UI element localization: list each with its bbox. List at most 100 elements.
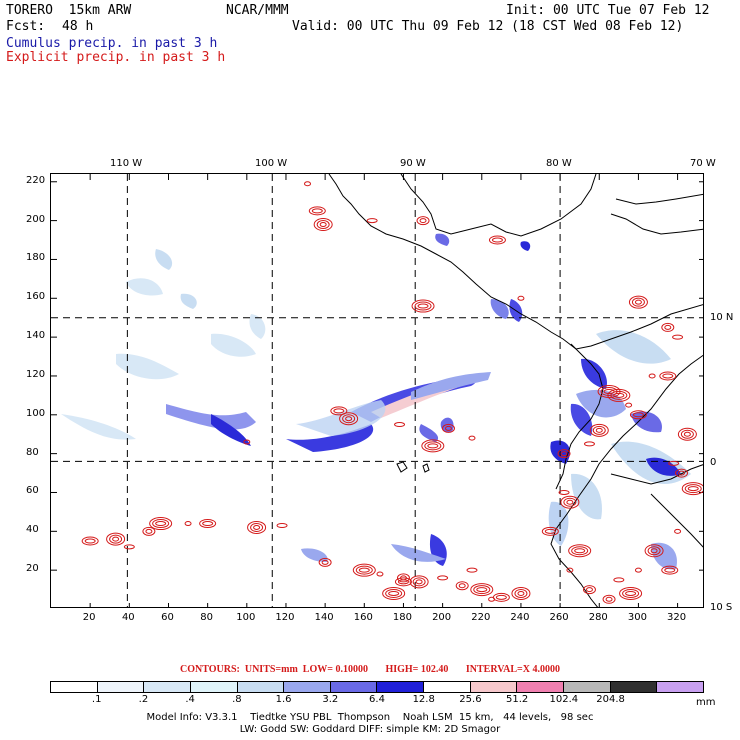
precip-contour bbox=[333, 408, 345, 414]
precip-contour bbox=[650, 548, 658, 554]
y-tick-label: 200 bbox=[26, 213, 46, 225]
precip-contour bbox=[321, 559, 329, 565]
x-tick-label: 140 bbox=[314, 612, 334, 623]
precip-contour bbox=[619, 586, 643, 600]
precip-contour bbox=[544, 528, 556, 534]
precip-contour bbox=[358, 567, 370, 573]
precip-contour bbox=[476, 587, 488, 593]
precip-contour bbox=[558, 489, 570, 495]
precip-contour bbox=[441, 423, 455, 433]
cumulus-precip-label: Cumulus precip. in past 3 h bbox=[6, 36, 218, 51]
precip-contour bbox=[112, 536, 120, 542]
precip-contour bbox=[622, 588, 640, 598]
lon-label-80w: 80 W bbox=[546, 158, 572, 169]
precip-contour bbox=[678, 470, 686, 476]
x-tick-label: 280 bbox=[588, 612, 608, 623]
lat-label-10s: 10 S bbox=[710, 602, 733, 613]
explicit-precip-label: Explicit precip. in past 3 h bbox=[6, 50, 226, 65]
precip-contour bbox=[517, 590, 525, 596]
y-tick-label: 140 bbox=[26, 330, 46, 342]
precip-contour bbox=[318, 557, 332, 567]
colorbar-swatch bbox=[330, 682, 378, 692]
precip-contour bbox=[355, 565, 373, 575]
precip-contour bbox=[399, 575, 407, 581]
precip-contour bbox=[571, 546, 589, 556]
precip-contour bbox=[605, 596, 613, 602]
colorbar-swatch bbox=[424, 682, 471, 692]
contour-interval: INTERVAL=X 4.0000 bbox=[465, 664, 560, 675]
colorbar-label: 102.4 bbox=[549, 694, 579, 705]
colorbar-label: 1.6 bbox=[275, 694, 292, 705]
colorbar-swatch bbox=[517, 682, 565, 692]
precip-contour bbox=[574, 548, 586, 554]
precip-contour bbox=[382, 586, 406, 600]
lon-label-70w: 70 W bbox=[690, 158, 716, 169]
precip-contour bbox=[330, 406, 348, 416]
precip-contour bbox=[444, 425, 452, 431]
precip-contour bbox=[421, 439, 445, 453]
precip-contour bbox=[470, 583, 494, 597]
precip-contour bbox=[659, 371, 677, 381]
precip-contour bbox=[634, 567, 642, 573]
forecast-hours: 48 h bbox=[62, 19, 94, 34]
x-tick-label: 200 bbox=[432, 612, 452, 623]
precip-contour bbox=[243, 439, 251, 445]
y-tick-label: 120 bbox=[26, 368, 46, 380]
colorbar-swatch bbox=[97, 682, 145, 692]
valid-time: Valid: 00 UTC Thu 09 Feb 12 (18 CST Wed … bbox=[292, 19, 684, 34]
precip-contour bbox=[592, 425, 606, 435]
colorbar-label: 51.2 bbox=[506, 694, 529, 705]
y-tick-label: 20 bbox=[26, 563, 39, 575]
colorbar-swatch bbox=[237, 682, 285, 692]
precip-colorbar bbox=[50, 681, 704, 693]
precip-contour bbox=[648, 373, 656, 379]
contour-label: CONTOURS: bbox=[180, 664, 240, 675]
precip-contour bbox=[145, 528, 153, 534]
precip-contour bbox=[149, 517, 173, 531]
y-tick-label: 160 bbox=[26, 291, 46, 303]
x-tick-label: 100 bbox=[236, 612, 256, 623]
map-svg bbox=[51, 174, 703, 607]
precip-contour bbox=[647, 546, 661, 556]
precip-contour bbox=[603, 389, 615, 394]
precip-contour bbox=[613, 577, 625, 583]
precip-contour bbox=[664, 567, 676, 573]
precip-contour bbox=[488, 235, 506, 245]
colorbar-swatch bbox=[190, 682, 238, 692]
colorbar-label: .8 bbox=[232, 694, 242, 705]
precip-contour bbox=[684, 484, 702, 494]
cumulus-precip-field bbox=[61, 233, 691, 570]
x-tick-label: 40 bbox=[121, 612, 135, 623]
precip-contour bbox=[634, 299, 642, 305]
precip-contour bbox=[668, 460, 680, 466]
precip-contour bbox=[247, 520, 267, 534]
lat-label-equator: 0 bbox=[710, 457, 717, 468]
precip-contour bbox=[563, 497, 577, 507]
precip-contour bbox=[683, 431, 691, 437]
x-tick-label: 20 bbox=[82, 612, 96, 623]
model-name: TORERO 15km ARW bbox=[6, 3, 132, 18]
precip-contour bbox=[109, 534, 123, 544]
precip-contour bbox=[342, 414, 356, 424]
precip-contour bbox=[662, 373, 674, 379]
precip-contour bbox=[81, 536, 99, 546]
precip-contour bbox=[589, 423, 609, 437]
precip-contour bbox=[566, 499, 574, 505]
model-info-line1: Model Info: V3.3.1 Tiedtke YSU PBL Thomp… bbox=[146, 712, 594, 723]
precip-contour bbox=[394, 422, 406, 428]
colorbar-label: 204.8 bbox=[596, 694, 625, 705]
precip-contour bbox=[411, 299, 435, 313]
precip-contour bbox=[276, 522, 288, 528]
precip-contour bbox=[394, 577, 412, 587]
precip-contour bbox=[595, 427, 603, 433]
precip-contour bbox=[661, 565, 679, 575]
precip-contour bbox=[416, 216, 430, 226]
contour-low: LOW= 0.10000 bbox=[302, 664, 368, 675]
x-tick-label: 160 bbox=[353, 612, 373, 623]
colorbar-label: 12.8 bbox=[412, 694, 435, 705]
y-tick-label: 180 bbox=[26, 252, 46, 264]
forecast-label: Fcst: bbox=[6, 19, 46, 34]
y-tick-label: 60 bbox=[26, 485, 39, 497]
colorbar-label: .4 bbox=[185, 694, 195, 705]
colorbar-label: .1 bbox=[91, 694, 102, 705]
